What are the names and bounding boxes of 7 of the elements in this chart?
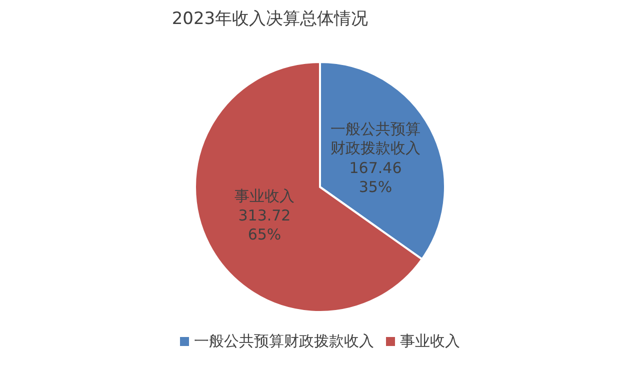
data-label: 167.46 35% xyxy=(349,158,402,196)
category-label: 一般公共预算财政拨款收入 xyxy=(330,120,422,158)
legend-label: 一般公共预算财政拨款收入 xyxy=(194,332,374,350)
legend-label: 事业收入 xyxy=(400,332,460,350)
chart-title: 2023年收入决算总体情况 xyxy=(172,9,368,29)
category-label: 事业收入 xyxy=(233,186,296,206)
data-label: 313.72 65% xyxy=(238,206,291,244)
